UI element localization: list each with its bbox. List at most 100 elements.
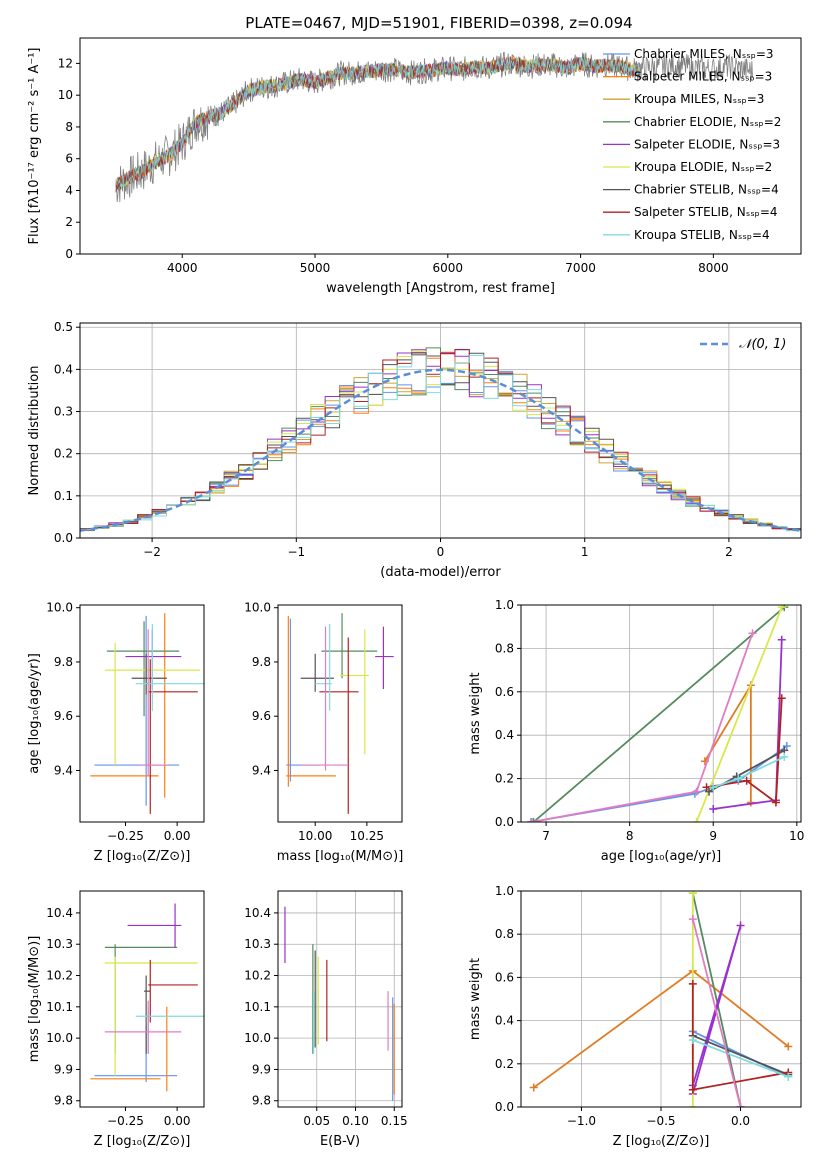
legend-label: Chabrier MILES, Nₛₛₚ=3 — [634, 47, 774, 61]
y-tick-label: 0.1 — [54, 489, 73, 503]
y-tick-label: 10.0 — [244, 601, 271, 615]
weight-marker — [527, 818, 536, 822]
x-tick-label: 7000 — [565, 261, 596, 275]
weight-marker — [529, 818, 538, 822]
normal-curve — [80, 368, 801, 532]
y-tick-label: 0.4 — [495, 1014, 514, 1028]
y-tick-label: 1.0 — [495, 598, 514, 612]
y-axis-label: mass weight — [468, 958, 483, 1040]
y-tick-label: 8 — [65, 120, 73, 134]
weight-marker — [784, 1042, 793, 1051]
x-tick-label: 0.15 — [381, 1114, 408, 1128]
x-axis-label: Z [log₁₀(Z/Z⊙)] — [613, 1134, 710, 1149]
y-tick-label: 9.6 — [252, 709, 271, 723]
x-axis-label: age [log₁₀(age/yr)] — [601, 849, 722, 864]
x-tick-label: 5000 — [300, 261, 331, 275]
y-tick-label: 0.6 — [495, 685, 514, 699]
y-tick-label: 0.0 — [495, 815, 514, 829]
x-tick-label: 4000 — [167, 261, 198, 275]
legend-label: Chabrier STELIB, Nₛₛₚ=4 — [634, 183, 779, 197]
x-tick-label: 10.25 — [350, 829, 384, 843]
y-tick-label: 9.8 — [54, 655, 73, 669]
y-tick-label: 9.8 — [54, 1094, 73, 1108]
y-tick-label: 0.8 — [495, 927, 514, 941]
y-tick-label: 9.8 — [252, 655, 271, 669]
weight-marker — [777, 605, 786, 612]
x-tick-label: −0.25 — [107, 1114, 144, 1128]
x-tick-label: −1 — [287, 545, 305, 559]
weight-marker — [688, 979, 697, 988]
legend-label: Salpeter ELODIE, Nₛₛₚ=3 — [634, 137, 780, 151]
x-tick-label: 8 — [626, 829, 634, 843]
y-tick-label: 0 — [65, 247, 73, 261]
weight-marker — [705, 787, 714, 796]
y-tick-label: 0.0 — [495, 1100, 514, 1114]
y-tick-label: 0.4 — [54, 362, 73, 376]
y-tick-label: 10.0 — [46, 1031, 73, 1045]
plot-area — [90, 613, 204, 814]
weight-marker — [688, 1103, 697, 1107]
y-tick-label: 1.0 — [495, 884, 514, 898]
legend-label: Kroupa STELIB, Nₛₛₚ=4 — [634, 228, 770, 242]
chart-mass_vs_EBV: 0.05 0.10 0.15 9.8 9.9 10.0 10.1 10.2 10.3 10.4 E(… — [244, 890, 408, 1149]
x-tick-label: 0.05 — [303, 1114, 330, 1128]
y-tick-label: 10.1 — [244, 1000, 271, 1014]
x-tick-label: 2 — [725, 545, 733, 559]
x-tick-label: 10.00 — [298, 829, 332, 843]
legend-label: Kroupa MILES, Nₛₛₚ=3 — [634, 92, 764, 106]
model-spectrum — [115, 56, 641, 188]
y-tick-label: 9.8 — [252, 1094, 271, 1108]
weight-marker — [692, 818, 701, 822]
y-tick-label: 10.4 — [244, 906, 271, 920]
y-tick-label: 10 — [58, 88, 73, 102]
weight-marker — [742, 776, 751, 785]
y-tick-label: 9.9 — [54, 1062, 73, 1076]
y-tick-label: 10.0 — [244, 1031, 271, 1045]
weight-marker — [746, 798, 755, 807]
x-tick-label: 0.10 — [342, 1114, 369, 1128]
x-tick-label: −1.0 — [567, 1114, 596, 1128]
y-axis-label: Normed distribution — [27, 366, 42, 496]
weight-marker — [688, 915, 697, 924]
x-tick-label: 0 — [437, 545, 445, 559]
y-tick-label: 4 — [65, 183, 73, 197]
x-tick-label: −0.25 — [107, 829, 144, 843]
y-tick-label: 9.9 — [252, 1062, 271, 1076]
x-axis-label: Z [log₁₀(Z/Z⊙)] — [94, 849, 191, 864]
weight-line — [691, 918, 742, 1107]
weight-marker — [529, 1083, 538, 1092]
axes-frame — [277, 890, 403, 1108]
weight-marker — [688, 1036, 697, 1045]
y-tick-label: 0.6 — [495, 970, 514, 984]
legend-label: Salpeter MILES, Nₛₛₚ=3 — [634, 70, 772, 84]
weight-marker — [692, 787, 701, 796]
axes-frame — [520, 604, 802, 823]
x-tick-label: −0.5 — [646, 1114, 675, 1128]
residual-histogram — [80, 348, 801, 531]
weight-marker — [709, 783, 718, 792]
y-tick-label: 10.2 — [244, 969, 271, 983]
x-tick-label: 1 — [581, 545, 589, 559]
weight-line — [692, 1039, 789, 1078]
y-tick-label: 2 — [65, 215, 73, 229]
weight-line — [531, 632, 754, 822]
weight-marker — [736, 921, 745, 930]
weight-marker — [734, 774, 743, 783]
chart-spectrum: Chabrier MILES, Nₛₛₚ=3 Salpeter MILES, Nₛ… — [27, 37, 802, 296]
weight-line — [692, 1034, 789, 1076]
x-tick-label: 0.0 — [731, 1114, 750, 1128]
chart-residuals: 𝒩(0, 1) −2 −1 0 1 2 0.0 0.1 0.2 0.3 0.4 0.5 (data-mo… — [27, 320, 802, 580]
plot-area — [90, 903, 204, 1092]
y-tick-label: 0.2 — [495, 1057, 514, 1071]
weight-line — [530, 745, 788, 822]
weight-line — [706, 698, 783, 805]
y-tick-label: 10.4 — [46, 906, 73, 920]
y-tick-label: 0.2 — [54, 447, 73, 461]
weight-marker — [527, 818, 536, 822]
plot-area — [80, 347, 801, 532]
weight-marker — [688, 891, 697, 898]
x-axis-label: Z [log₁₀(Z/Z⊙)] — [94, 1134, 191, 1149]
axes-frame — [79, 890, 205, 1108]
y-tick-label: 10.0 — [46, 601, 73, 615]
y-tick-label: 0.8 — [495, 641, 514, 655]
